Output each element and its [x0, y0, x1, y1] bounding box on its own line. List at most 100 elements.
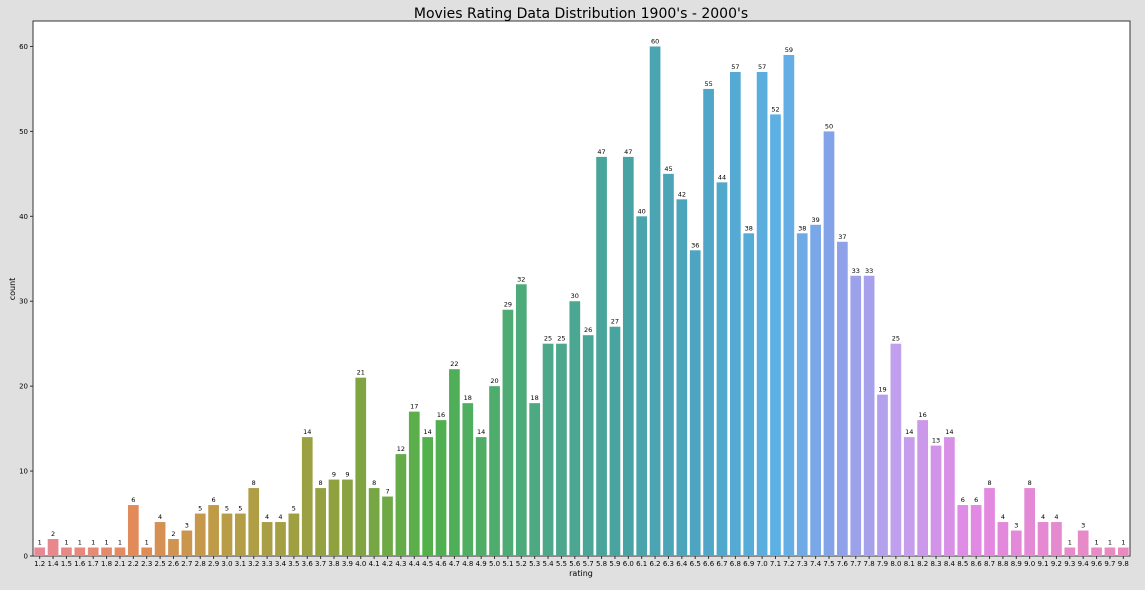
x-tick-label: 3.7	[315, 560, 326, 568]
x-tick-label: 1.7	[88, 560, 99, 568]
bar-6.9	[743, 233, 755, 557]
x-tick-label: 8.1	[904, 560, 915, 568]
bar-2.3	[141, 547, 153, 556]
y-axis-label: count	[8, 278, 17, 301]
bar-8.4	[944, 437, 955, 556]
x-tick-label: 4.5	[422, 560, 433, 568]
data-label-6.3: 45	[664, 165, 672, 173]
data-label-9.3: 1	[1068, 539, 1072, 547]
bar-7.9	[877, 394, 888, 556]
data-label-4.3: 12	[397, 445, 405, 453]
data-label-4.8: 18	[464, 394, 472, 402]
data-label-5.8: 47	[597, 148, 605, 156]
data-label-2.9: 6	[212, 496, 216, 504]
data-label-8.2: 16	[918, 411, 926, 419]
bar-7.7	[850, 275, 862, 556]
bar-5.8	[596, 156, 607, 556]
data-label-6.4: 42	[678, 190, 686, 198]
bar-3.5	[288, 513, 300, 556]
x-tick-label: 4.0	[355, 560, 366, 568]
x-tick-label: 8.9	[1011, 560, 1022, 568]
bar-4.8	[462, 403, 474, 556]
data-label-2.1: 1	[118, 539, 122, 547]
x-tick-label: 6.2	[650, 560, 661, 568]
bar-1.7	[87, 547, 99, 556]
data-label-3.0: 5	[225, 505, 229, 513]
data-label-4.0: 21	[357, 369, 365, 377]
data-label-9.2: 4	[1054, 513, 1058, 521]
x-tick-label: 8.7	[984, 560, 995, 568]
data-label-3.8: 9	[332, 471, 336, 479]
data-label-6.1: 40	[638, 207, 646, 215]
data-label-7.2: 59	[785, 46, 793, 54]
bar-9.1	[1037, 522, 1049, 556]
x-tick-label: 4.6	[435, 560, 447, 568]
x-tick-label: 8.2	[917, 560, 928, 568]
bar-6.2	[649, 46, 661, 556]
y-tick-label: 30	[19, 298, 28, 306]
data-label-8.4: 14	[945, 428, 953, 436]
x-axis-label: rating	[569, 569, 593, 578]
data-label-8.8: 4	[1001, 513, 1005, 521]
data-label-5.3: 18	[531, 394, 539, 402]
data-label-9.6: 1	[1094, 539, 1098, 547]
bar-6.3	[663, 173, 674, 556]
x-tick-label: 9.8	[1118, 560, 1129, 568]
bar-9.8	[1117, 547, 1129, 556]
bar-4.2	[382, 496, 393, 556]
bar-3.3	[261, 522, 273, 556]
x-tick-label: 7.4	[810, 560, 822, 568]
data-label-3.5: 5	[292, 505, 296, 513]
data-label-1.6: 1	[78, 539, 82, 547]
x-tick-label: 5.7	[583, 560, 594, 568]
data-label-7.9: 19	[878, 386, 886, 394]
bar-7.0	[756, 71, 768, 556]
data-label-7.7: 33	[852, 267, 860, 275]
data-label-1.2: 1	[38, 539, 42, 547]
x-tick-label: 8.6	[971, 560, 983, 568]
bar-3.8	[328, 479, 340, 556]
x-tick-label: 3.6	[302, 560, 314, 568]
x-tick-label: 5.4	[542, 560, 554, 568]
data-label-3.7: 8	[319, 479, 323, 487]
x-tick-label: 6.6	[703, 560, 715, 568]
bar-1.6	[74, 547, 86, 556]
x-tick-label: 3.2	[248, 560, 259, 568]
data-label-2.3: 1	[145, 539, 149, 547]
x-tick-label: 5.1	[502, 560, 513, 568]
x-tick-label: 3.0	[221, 560, 232, 568]
bar-4.4	[408, 411, 420, 556]
bar-6.0	[622, 156, 634, 556]
data-label-7.6: 37	[838, 233, 846, 241]
data-label-4.2: 7	[385, 488, 389, 496]
x-tick-label: 1.2	[34, 560, 45, 568]
data-label-4.7: 22	[450, 360, 458, 368]
x-tick-label: 3.1	[235, 560, 246, 568]
x-tick-label: 6.8	[730, 560, 741, 568]
data-label-2.7: 3	[185, 522, 189, 530]
data-label-6.8: 57	[731, 63, 739, 71]
x-tick-label: 9.2	[1051, 560, 1062, 568]
data-label-7.1: 52	[771, 105, 779, 113]
data-label-3.3: 4	[265, 513, 269, 521]
x-tick-label: 5.6	[569, 560, 581, 568]
bar-8.3	[930, 445, 942, 556]
bar-4.6	[435, 420, 447, 556]
bar-9.4	[1077, 530, 1089, 556]
x-tick-label: 8.8	[997, 560, 1008, 568]
bar-7.4	[810, 224, 821, 557]
bar-1.5	[61, 547, 72, 556]
bar-7.6	[837, 241, 848, 557]
bar-9.6	[1091, 547, 1102, 556]
data-label-9.7: 1	[1108, 539, 1112, 547]
data-label-6.2: 60	[651, 37, 659, 45]
bar-7.2	[783, 54, 795, 556]
bar-4.7	[449, 369, 460, 556]
x-tick-label: 1.4	[47, 560, 59, 568]
data-label-4.6: 16	[437, 411, 445, 419]
y-tick-label: 50	[19, 128, 28, 136]
data-label-2.8: 5	[198, 505, 202, 513]
x-tick-label: 9.3	[1064, 560, 1075, 568]
bar-1.8	[101, 547, 112, 556]
